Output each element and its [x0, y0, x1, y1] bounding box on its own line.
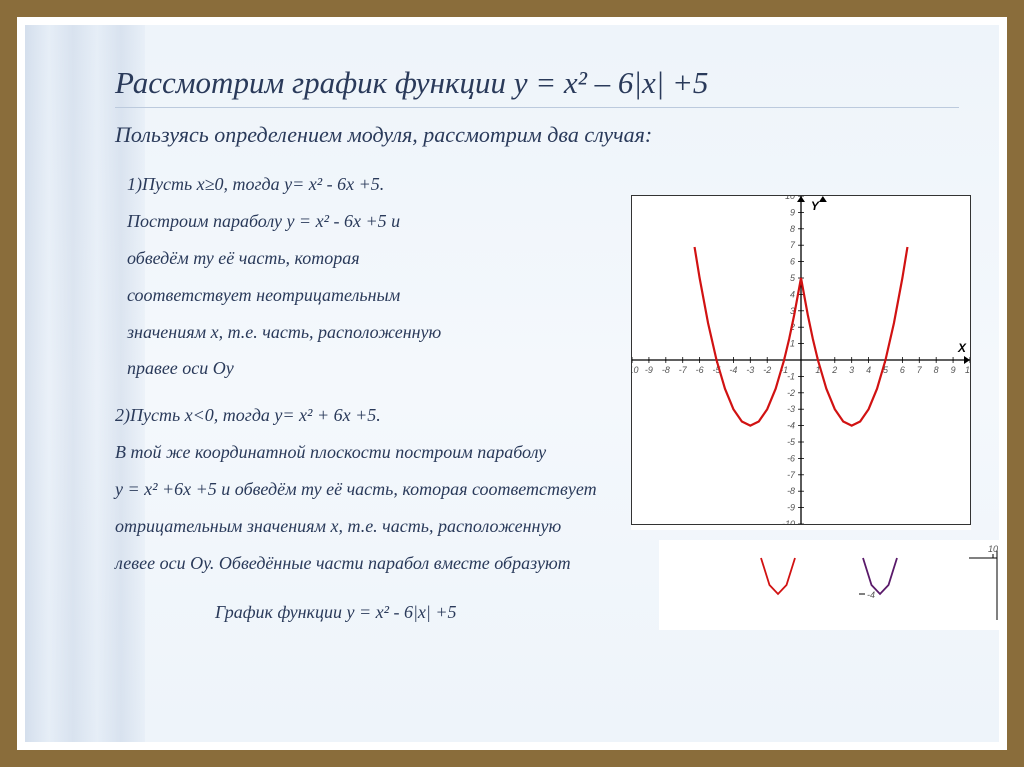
svg-text:10: 10 [965, 365, 971, 375]
svg-text:10: 10 [988, 544, 998, 554]
svg-text:-10: -10 [631, 365, 639, 375]
p1-l6: правее оси Оу [127, 350, 637, 387]
svg-text:-10: -10 [782, 519, 795, 525]
svg-text:-4: -4 [867, 590, 875, 600]
svg-text:-4: -4 [787, 421, 795, 431]
svg-text:-6: -6 [787, 453, 795, 463]
svg-text:-7: -7 [679, 365, 688, 375]
function-chart: -10-9-8-7-6-5-4-3-2-112345678910-10-9-8-… [631, 195, 971, 525]
paragraph-1: 1)Пусть х≥0, тогда у= х² - 6х +5. Постро… [127, 166, 647, 387]
svg-text:-2: -2 [763, 365, 771, 375]
svg-text:2: 2 [831, 365, 837, 375]
content-area: Рассмотрим график функции у = х² – 6|х| … [25, 25, 999, 742]
svg-text:5: 5 [790, 273, 795, 283]
p1-l2: Построим параболу у = х² - 6х +5 и [127, 203, 637, 240]
slide-frame: Рассмотрим график функции у = х² – 6|х| … [14, 14, 1010, 753]
chart-container: -10-9-8-7-6-5-4-3-2-112345678910-10-9-8-… [631, 195, 971, 530]
p1-l1: 1)Пусть х≥0, тогда у= х² - 6х +5. [127, 166, 637, 203]
svg-text:9: 9 [790, 207, 795, 217]
svg-text:8: 8 [934, 365, 939, 375]
svg-text:8: 8 [790, 224, 795, 234]
svg-text:1: 1 [790, 339, 795, 349]
svg-text:-5: -5 [787, 437, 795, 447]
svg-text:-9: -9 [787, 503, 795, 513]
svg-text:9: 9 [951, 365, 956, 375]
svg-text:4: 4 [790, 289, 795, 299]
svg-text:4: 4 [866, 365, 871, 375]
svg-text:-3: -3 [746, 365, 754, 375]
slide-inner: Рассмотрим график функции у = х² – 6|х| … [25, 25, 999, 742]
svg-text:-7: -7 [787, 470, 796, 480]
svg-text:-3: -3 [787, 404, 795, 414]
svg-text:-6: -6 [696, 365, 704, 375]
svg-text:X: X [957, 341, 967, 355]
svg-text:10: 10 [785, 195, 795, 201]
svg-text:-4: -4 [729, 365, 737, 375]
svg-text:6: 6 [900, 365, 905, 375]
svg-text:-1: -1 [787, 371, 795, 381]
svg-text:3: 3 [849, 365, 854, 375]
svg-text:-2: -2 [787, 388, 795, 398]
svg-text:-8: -8 [662, 365, 670, 375]
svg-text:-9: -9 [645, 365, 653, 375]
svg-text:Y: Y [811, 199, 820, 213]
svg-text:-8: -8 [787, 486, 795, 496]
slide-subtitle: Пользуясь определением модуля, рассмотри… [115, 122, 959, 148]
slide-title: Рассмотрим график функции у = х² – 6|х| … [115, 65, 959, 108]
p1-l5: значениям х, т.е. часть, расположенную [127, 314, 637, 351]
secondary-chart-fragment: 10 -4 [659, 540, 999, 630]
p1-l4: соответствует неотрицательным [127, 277, 637, 314]
svg-text:6: 6 [790, 257, 795, 267]
p1-l3: обведём ту её часть, которая [127, 240, 637, 277]
